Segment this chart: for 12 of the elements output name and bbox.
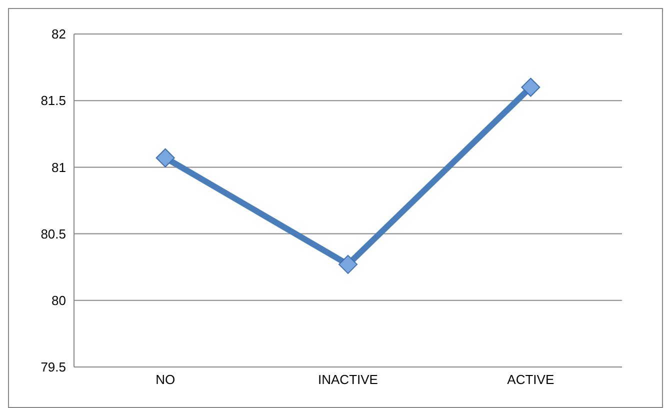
point: [521, 78, 540, 97]
y-tick-label: 81: [52, 160, 66, 175]
x-tick-label: NO: [156, 372, 176, 388]
x-tick-label: ACTIVE: [507, 372, 554, 388]
y-tick-label: 80: [52, 293, 66, 308]
y-tick-label: 80.5: [40, 226, 66, 242]
y-tick-label: 81.5: [40, 93, 66, 108]
point: [156, 148, 175, 168]
y-tick-label: 79.5: [40, 360, 66, 375]
point: [338, 254, 358, 274]
y-tick-label: 82: [52, 26, 66, 42]
x-tick-label: INACTIVE: [318, 372, 378, 388]
